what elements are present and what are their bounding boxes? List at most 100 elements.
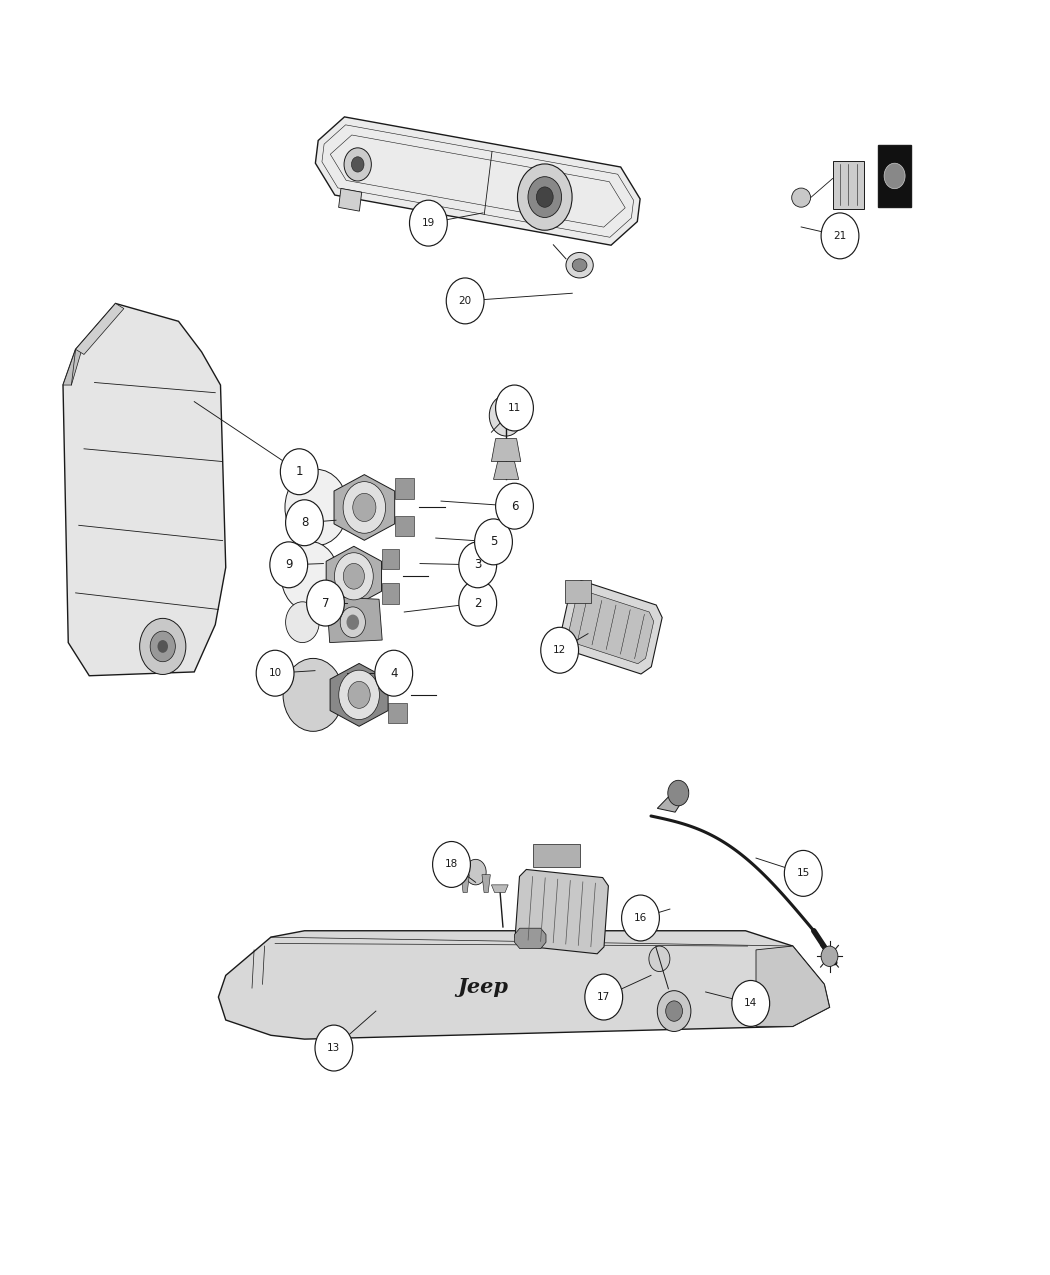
Circle shape (285, 469, 348, 546)
Text: 10: 10 (269, 668, 281, 678)
Circle shape (346, 615, 359, 630)
Circle shape (339, 671, 379, 719)
Polygon shape (327, 597, 382, 643)
Circle shape (541, 627, 579, 673)
Polygon shape (315, 117, 640, 245)
Text: 9: 9 (285, 558, 293, 571)
Ellipse shape (566, 252, 593, 278)
Text: 13: 13 (328, 1043, 340, 1053)
Circle shape (884, 163, 905, 189)
Circle shape (821, 946, 838, 966)
Circle shape (666, 1001, 683, 1021)
Circle shape (286, 602, 319, 643)
Text: 14: 14 (744, 998, 757, 1009)
Circle shape (286, 500, 323, 546)
Polygon shape (63, 303, 226, 676)
Polygon shape (491, 885, 508, 892)
Text: 21: 21 (834, 231, 846, 241)
Circle shape (528, 177, 562, 218)
Text: 17: 17 (597, 992, 610, 1002)
Circle shape (140, 618, 186, 674)
Circle shape (489, 395, 523, 436)
Polygon shape (494, 462, 519, 479)
Polygon shape (327, 546, 381, 607)
Circle shape (649, 946, 670, 972)
Polygon shape (461, 875, 469, 892)
Text: 16: 16 (634, 913, 647, 923)
Polygon shape (657, 787, 689, 812)
Circle shape (352, 157, 364, 172)
Circle shape (585, 974, 623, 1020)
Polygon shape (568, 590, 654, 664)
Circle shape (348, 681, 371, 709)
Circle shape (284, 658, 343, 732)
Circle shape (280, 449, 318, 495)
Circle shape (353, 493, 376, 521)
Circle shape (496, 385, 533, 431)
Polygon shape (516, 870, 608, 954)
Polygon shape (756, 946, 830, 1026)
Circle shape (657, 991, 691, 1031)
Bar (381, 550, 399, 570)
Text: 2: 2 (474, 597, 482, 609)
Circle shape (256, 650, 294, 696)
Circle shape (335, 553, 373, 599)
Polygon shape (482, 875, 490, 892)
Polygon shape (334, 474, 395, 541)
Text: 6: 6 (510, 500, 519, 513)
Bar (388, 703, 407, 723)
Polygon shape (218, 931, 830, 1039)
Text: 4: 4 (390, 667, 398, 680)
Text: 19: 19 (422, 218, 435, 228)
Circle shape (475, 519, 512, 565)
Circle shape (446, 278, 484, 324)
Polygon shape (76, 303, 124, 354)
Bar (565, 580, 590, 603)
Text: 8: 8 (300, 516, 309, 529)
Text: Jeep: Jeep (458, 977, 508, 997)
Circle shape (158, 640, 168, 653)
Text: 7: 7 (321, 597, 330, 609)
Circle shape (732, 980, 770, 1026)
Circle shape (459, 542, 497, 588)
Circle shape (496, 483, 533, 529)
Text: 15: 15 (797, 868, 810, 878)
Polygon shape (338, 189, 361, 212)
Text: 5: 5 (489, 536, 498, 548)
Polygon shape (491, 439, 521, 462)
Bar (388, 667, 407, 687)
Circle shape (150, 631, 175, 662)
Text: 3: 3 (474, 558, 482, 571)
Circle shape (410, 200, 447, 246)
Text: 18: 18 (445, 859, 458, 870)
Circle shape (668, 780, 689, 806)
Bar (533, 844, 580, 867)
Circle shape (784, 850, 822, 896)
Circle shape (537, 187, 553, 208)
Circle shape (270, 542, 308, 588)
Text: 1: 1 (295, 465, 303, 478)
Circle shape (343, 564, 364, 589)
Ellipse shape (572, 259, 587, 272)
Circle shape (307, 580, 344, 626)
Bar (381, 583, 399, 603)
Circle shape (375, 650, 413, 696)
Bar (395, 516, 415, 537)
Bar (833, 161, 864, 209)
Text: 20: 20 (459, 296, 471, 306)
Circle shape (821, 213, 859, 259)
Circle shape (340, 607, 365, 638)
Circle shape (281, 542, 338, 611)
Polygon shape (330, 663, 388, 727)
Circle shape (459, 580, 497, 626)
Text: 12: 12 (553, 645, 566, 655)
Circle shape (518, 164, 572, 231)
Circle shape (622, 895, 659, 941)
Circle shape (315, 1025, 353, 1071)
Polygon shape (63, 349, 82, 385)
Circle shape (433, 842, 470, 887)
Circle shape (343, 482, 385, 533)
Polygon shape (560, 580, 663, 674)
Bar (878, 145, 911, 207)
Ellipse shape (792, 189, 811, 208)
